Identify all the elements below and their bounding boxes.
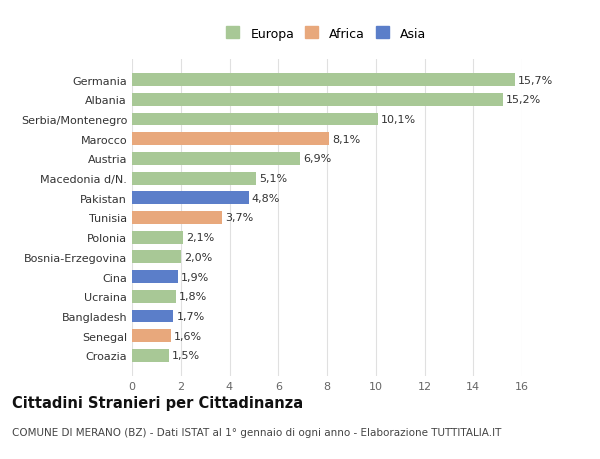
Bar: [132, 290, 176, 303]
Bar: [132, 251, 181, 264]
Bar: [132, 330, 171, 342]
Text: 6,9%: 6,9%: [303, 154, 331, 164]
Text: 2,1%: 2,1%: [186, 233, 214, 243]
Text: 15,2%: 15,2%: [505, 95, 541, 105]
Text: 1,6%: 1,6%: [174, 331, 202, 341]
Bar: [132, 231, 183, 244]
Bar: [132, 133, 329, 146]
Bar: [132, 74, 515, 87]
Bar: [132, 153, 300, 165]
Text: 1,9%: 1,9%: [181, 272, 209, 282]
Bar: [132, 113, 378, 126]
Text: 1,8%: 1,8%: [179, 291, 207, 302]
Text: COMUNE DI MERANO (BZ) - Dati ISTAT al 1° gennaio di ogni anno - Elaborazione TUT: COMUNE DI MERANO (BZ) - Dati ISTAT al 1°…: [12, 427, 502, 437]
Text: 2,0%: 2,0%: [184, 252, 212, 263]
Text: 10,1%: 10,1%: [381, 115, 416, 125]
Text: 5,1%: 5,1%: [259, 174, 287, 184]
Bar: [132, 349, 169, 362]
Text: 1,5%: 1,5%: [172, 351, 200, 361]
Legend: Europa, Africa, Asia: Europa, Africa, Asia: [228, 28, 426, 41]
Text: 15,7%: 15,7%: [518, 75, 553, 85]
Bar: [132, 310, 173, 323]
Bar: [132, 271, 178, 283]
Text: 1,7%: 1,7%: [176, 311, 205, 321]
Bar: [132, 212, 222, 224]
Bar: [132, 94, 503, 106]
Bar: [132, 192, 249, 205]
Text: 8,1%: 8,1%: [332, 134, 361, 145]
Text: 3,7%: 3,7%: [225, 213, 253, 223]
Text: 4,8%: 4,8%: [252, 193, 280, 203]
Text: Cittadini Stranieri per Cittadinanza: Cittadini Stranieri per Cittadinanza: [12, 395, 303, 410]
Bar: [132, 172, 256, 185]
